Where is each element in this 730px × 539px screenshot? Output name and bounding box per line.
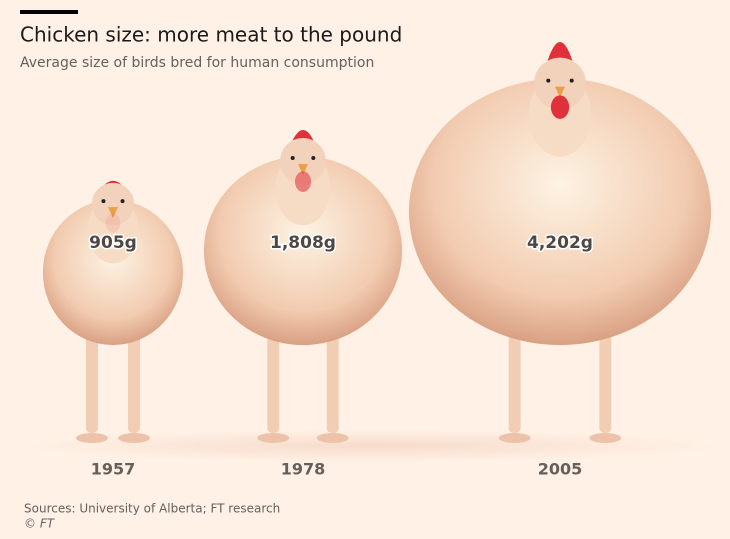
foot [118,433,151,443]
eye [290,155,295,160]
category-label: 1978 [281,460,326,479]
value-label: 1,808g [270,233,336,253]
foot [589,433,622,443]
eye [311,155,316,160]
head [533,57,587,110]
leg [326,325,339,433]
body [203,156,403,345]
leg [128,325,141,433]
eye [120,199,125,204]
eye [101,199,106,204]
category-label: 1957 [91,460,136,479]
chicken [203,130,403,443]
head [91,182,135,226]
chicken [408,41,712,443]
wattle [105,213,121,233]
foot [316,433,349,443]
beak [298,163,308,175]
source-note: Sources: University of Alberta; FT resea… [24,502,280,516]
foot [498,433,531,443]
eye [546,78,551,83]
beak [555,86,565,98]
body [42,199,184,345]
leg [508,325,521,433]
value-label: 4,202g [527,233,593,253]
leg [85,325,98,433]
leg [599,325,612,433]
head [280,138,326,184]
category-label: 2005 [538,460,583,479]
value-label: 905g [89,233,137,253]
chicken [42,180,184,443]
wattle [550,95,570,119]
foot [75,433,108,443]
chart-title: Chicken size: more meat to the pound [20,23,402,47]
brand-bar [20,10,78,14]
beak [108,207,118,219]
eye [569,78,574,83]
chart-subtitle: Average size of birds bred for human con… [20,55,374,71]
foot [257,433,290,443]
credit: © FT [24,517,56,531]
comb [546,41,574,63]
body [408,78,712,345]
wattle [294,171,312,192]
leg [267,325,280,433]
